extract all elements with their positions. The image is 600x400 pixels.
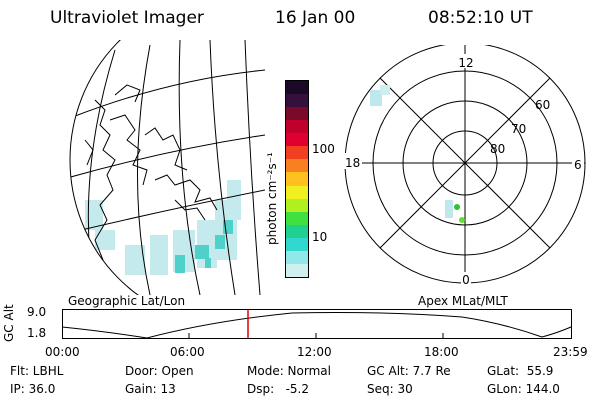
xtick-1800: 18:00 [424,345,459,359]
xtick-1200: 12:00 [297,345,332,359]
status-glon: GLon: 144.0 [487,382,560,396]
colorbar-segment [286,211,308,225]
time-label: 08:52:10 UT [428,8,533,28]
mlt-label-12: 12 [458,56,473,70]
xtick-2359: 23:59 [553,345,588,359]
mlt-label-6: 6 [574,158,582,172]
polar-aurora [370,85,465,223]
polar-plot: 12 0 18 6 60 70 80 [344,45,586,287]
status-mode: Mode: Normal [247,364,331,378]
geo-panel-label: Geographic Lat/Lon [68,294,186,308]
status-gc-alt: GC Alt: 7.7 Re [367,364,451,378]
status-filter: Flt: LBHL [10,364,64,378]
colorbar-tick-10: 10 [312,230,328,244]
colorbar [285,80,309,278]
altitude-curve [62,312,572,339]
status-door: Door: Open [125,364,194,378]
instrument-title: Ultraviolet Imager [50,8,204,28]
colorbar-segment [286,146,308,160]
colorbar-segment [286,224,308,238]
status-gain: Gain: 13 [125,382,176,396]
colorbar-segment [286,120,308,134]
colorbar-tick-100: 100 [312,142,335,156]
colorbar-segment [286,263,308,277]
colorbar-segment [286,250,308,264]
altitude-ytick-min: 1.8 [27,326,47,340]
colorbar-segment [286,237,308,251]
colorbar-segment [286,185,308,199]
polar-panel-label: Apex MLat/MLT [418,294,508,308]
colorbar-segment [286,159,308,173]
colorbar-segment [286,198,308,212]
colorbar-unit-label: photon cm⁻²s⁻¹ [265,152,279,245]
altitude-plot [62,309,572,339]
colorbar-segment [286,107,308,121]
mlat-label-70: 70 [511,122,526,136]
colorbar-segment [286,133,308,147]
date-label: 16 Jan 00 [275,8,356,28]
mlt-label-0: 0 [462,273,470,287]
altitude-ytick-max: 9.0 [27,305,47,319]
mlat-label-80: 80 [490,142,505,156]
geographic-map [69,40,265,295]
xtick-0600: 06:00 [170,345,205,359]
mlat-label-60: 60 [535,98,550,112]
status-glat: GLat: 55.9 [487,364,554,378]
status-ip: IP: 36.0 [10,382,56,396]
colorbar-segment [286,81,308,95]
colorbar-segment [286,172,308,186]
status-seq: Seq: 30 [367,382,413,396]
altitude-ylabel: GC Alt [2,304,16,342]
colorbar-segment [286,94,308,108]
xtick-0000: 00:00 [45,345,80,359]
mlt-label-18: 18 [345,156,360,170]
status-dsp: Dsp: -5.2 [247,382,310,396]
